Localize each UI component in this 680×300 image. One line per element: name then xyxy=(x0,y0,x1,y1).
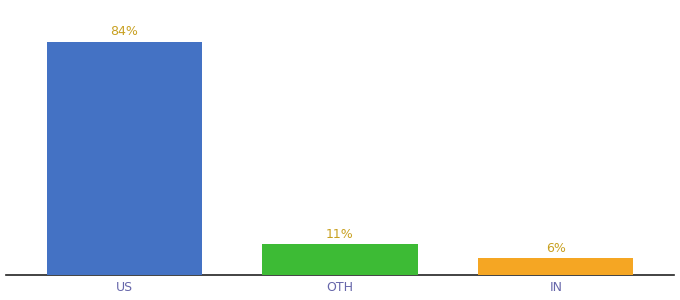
Text: 84%: 84% xyxy=(110,25,138,38)
Bar xyxy=(46,42,202,274)
Text: 6%: 6% xyxy=(546,242,566,254)
Text: 11%: 11% xyxy=(326,228,354,241)
Bar xyxy=(262,244,418,274)
Bar xyxy=(478,258,634,274)
